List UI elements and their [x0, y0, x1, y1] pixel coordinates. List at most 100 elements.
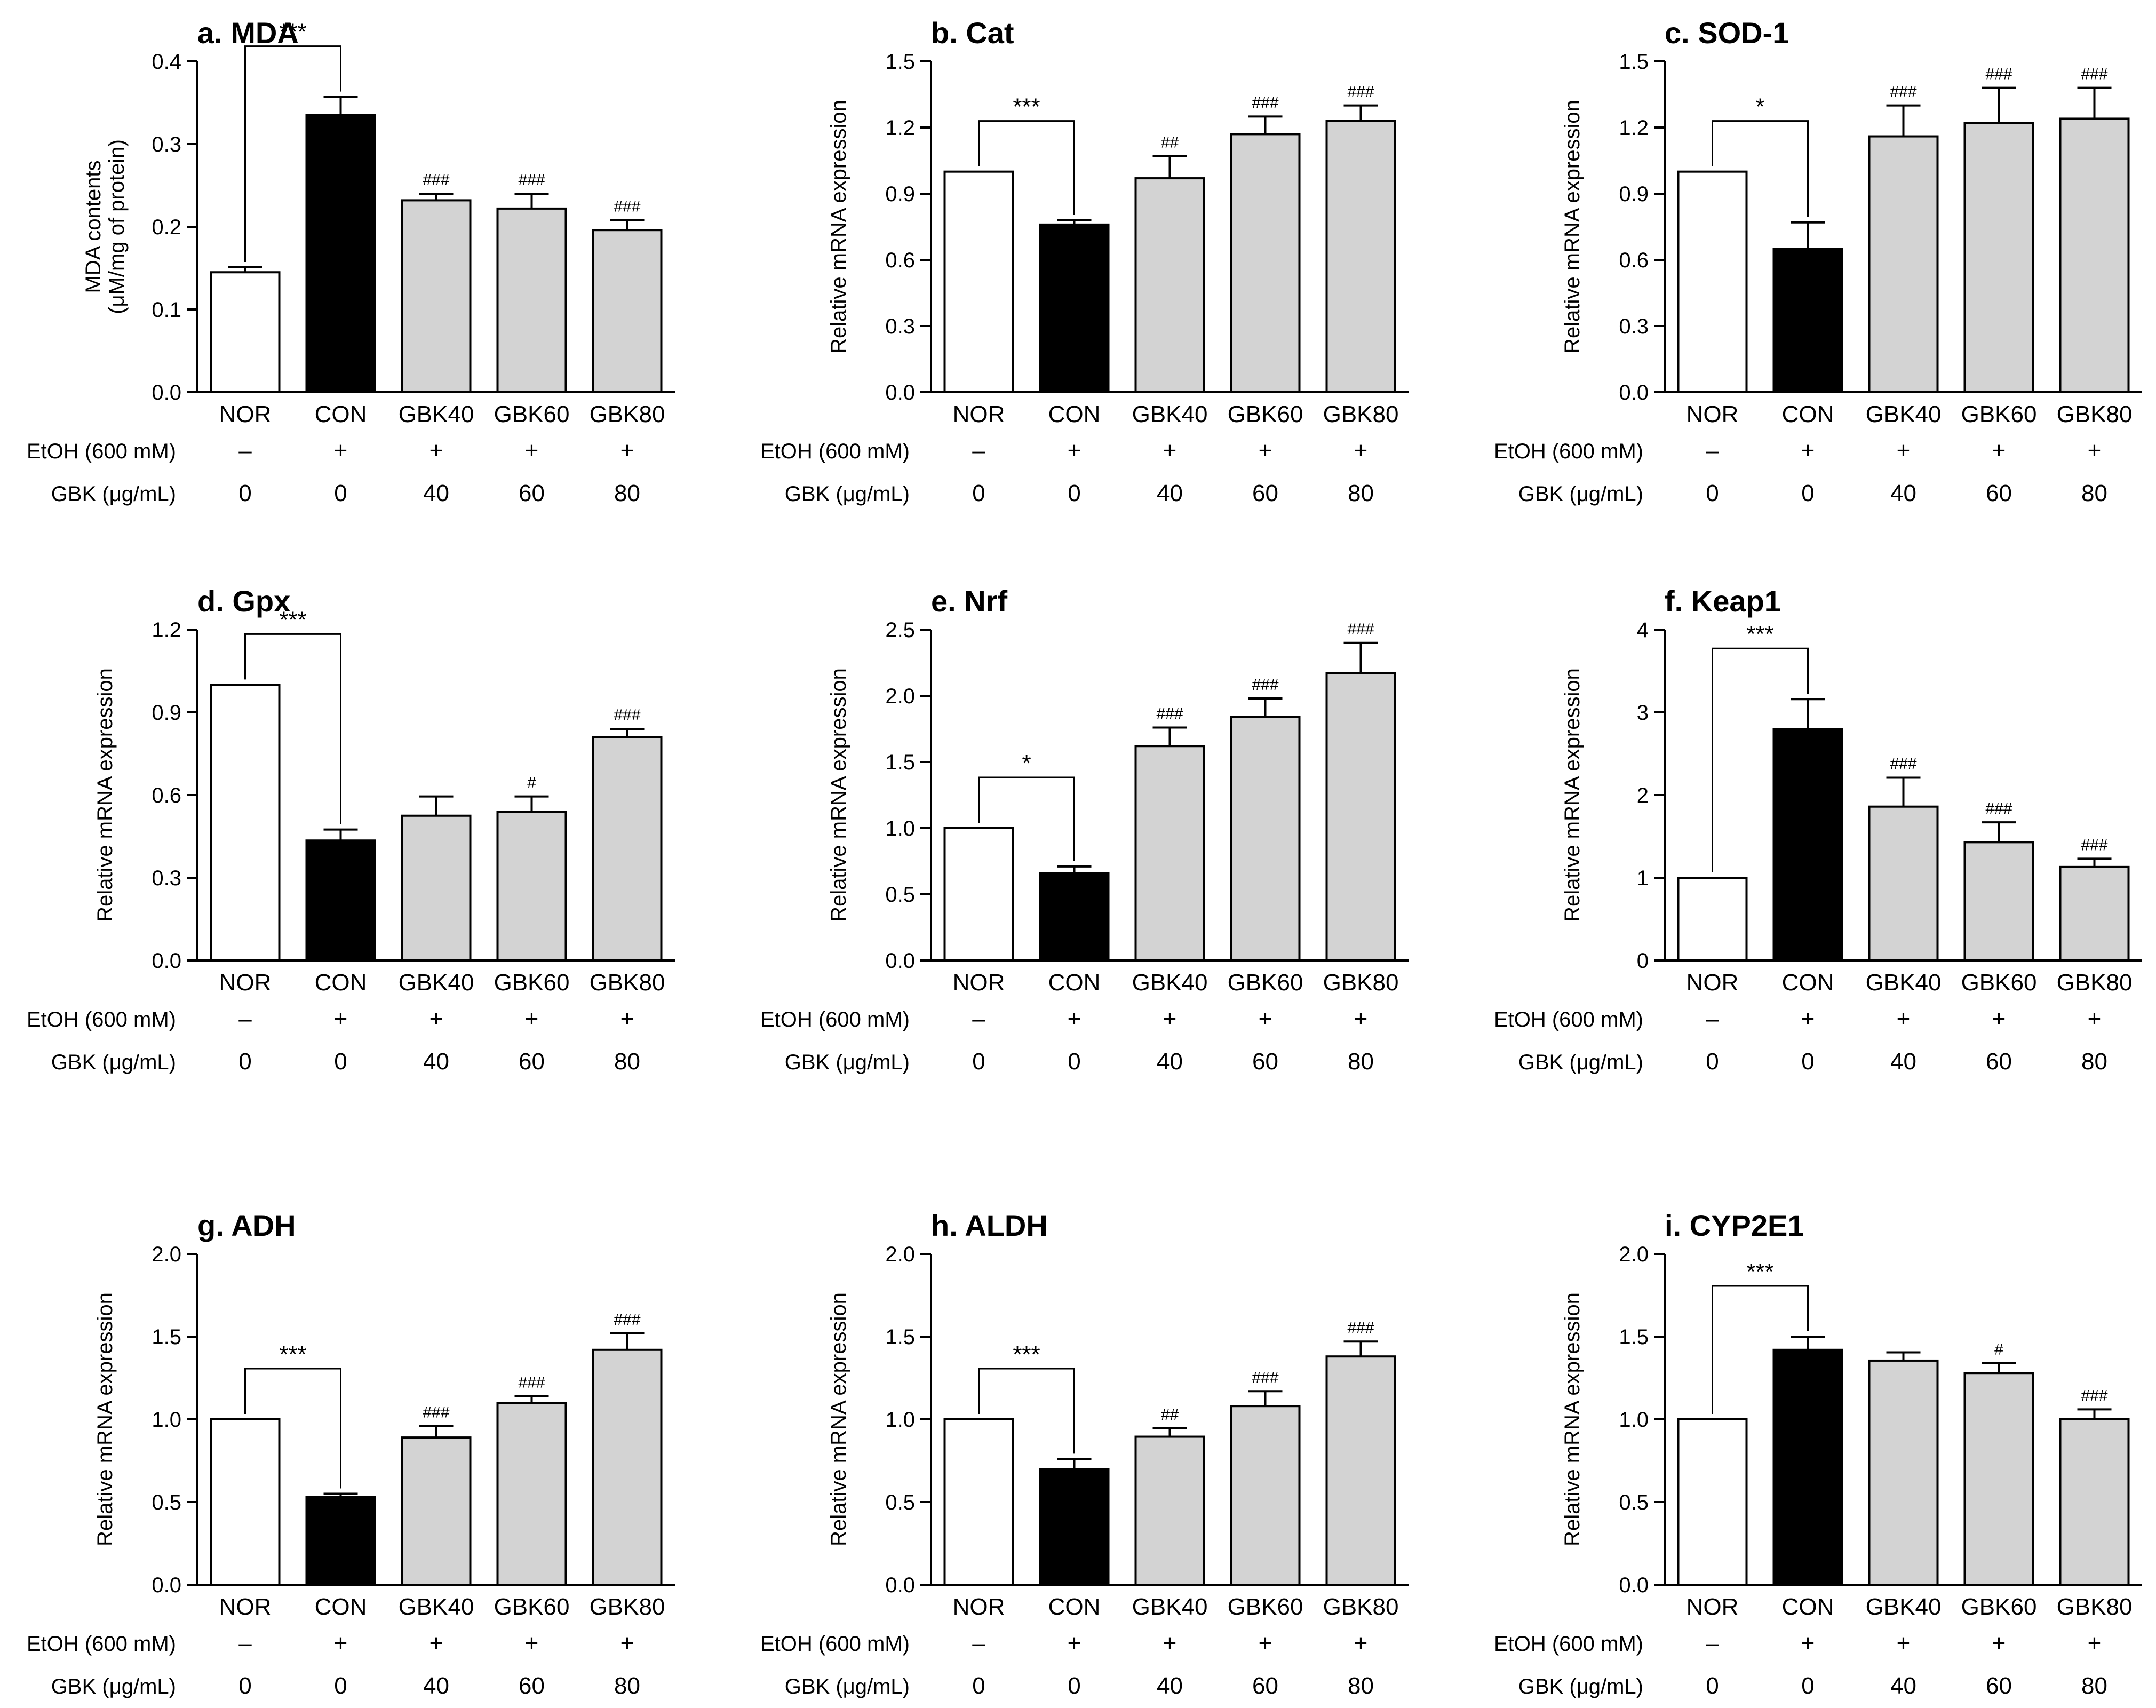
x-tick-label: NOR — [219, 1594, 272, 1620]
bar-con — [1772, 1348, 1843, 1586]
etoh-value: + — [2088, 1006, 2102, 1032]
etoh-value: + — [1068, 438, 1081, 464]
x-tick-label: GBK40 — [1866, 970, 1942, 996]
comparison-bracket — [1712, 120, 1809, 217]
y-axis-label: Relative mRNA expression — [1561, 668, 1584, 922]
y-axis-label-line: Relative mRNA expression — [1561, 1292, 1584, 1546]
comparison-bracket — [1712, 1285, 1809, 1414]
etoh-value: + — [525, 1630, 539, 1656]
bar-nor — [210, 1418, 281, 1586]
bar-con — [305, 1496, 376, 1586]
y-tick-label: 1.0 — [885, 1408, 915, 1432]
y-tick-label: 2.0 — [885, 1243, 915, 1266]
y-tick-label: 1.5 — [1619, 50, 1649, 74]
x-tick-label: GBK40 — [1132, 1594, 1208, 1620]
bar-gbk40 — [1868, 805, 1939, 962]
significance-mark: ### — [1252, 1369, 1278, 1386]
x-tick-label: GBK60 — [1228, 401, 1303, 427]
etoh-value: + — [334, 438, 348, 464]
y-tick-label: 0.9 — [885, 182, 915, 206]
significance-mark: # — [1994, 1341, 2003, 1359]
x-tick-label: CON — [1782, 401, 1834, 427]
gbk-value: 80 — [2081, 1048, 2107, 1075]
panel-6: f. Keap1 Relative mRNA expression 0 1 2 3 4 NOR… — [1494, 584, 2142, 1075]
gbk-value: 0 — [1801, 480, 1814, 506]
y-tick-label: 1.5 — [1619, 1325, 1649, 1349]
y-tick-label: 0.0 — [885, 1574, 915, 1597]
x-tick-label: GBK60 — [494, 1594, 570, 1620]
gbk-row-label: GBK (μg/mL) — [1518, 1675, 1643, 1698]
bracket-label: *** — [279, 607, 306, 633]
bar-con — [1039, 1468, 1110, 1586]
gbk-value: 60 — [1986, 1048, 2012, 1075]
x-tick-label: GBK80 — [1323, 1594, 1399, 1620]
gbk-row-label: GBK (μg/mL) — [51, 1051, 176, 1074]
y-axis-label: Relative mRNA expression — [93, 668, 117, 922]
gbk-value: 80 — [2081, 1673, 2107, 1699]
etoh-row-label: EtOH (600 mM) — [760, 1008, 910, 1031]
x-tick-label: NOR — [219, 401, 272, 427]
etoh-value: + — [1354, 1006, 1368, 1032]
x-tick-label: NOR — [219, 970, 272, 996]
significance-mark: ### — [614, 198, 640, 216]
etoh-value: + — [1992, 438, 2006, 464]
bar-gbk60 — [1230, 1405, 1301, 1586]
significance-mark: ### — [1890, 755, 1916, 773]
y-tick-label: 0.3 — [1619, 315, 1649, 338]
gbk-value: 80 — [1348, 480, 1374, 506]
y-tick-label: 1.5 — [885, 1325, 915, 1349]
x-tick-label: CON — [1782, 970, 1834, 996]
etoh-value: – — [238, 438, 252, 464]
gbk-value: 80 — [614, 480, 640, 506]
etoh-row-label: EtOH (600 mM) — [1494, 440, 1643, 463]
gbk-value: 80 — [1348, 1673, 1374, 1699]
bar-con — [1772, 728, 1843, 962]
x-tick-label: CON — [315, 401, 367, 427]
bracket-label: *** — [279, 1341, 306, 1368]
y-tick-label: 1.2 — [1619, 116, 1649, 140]
bar-gbk40 — [1134, 177, 1205, 393]
gbk-value: 0 — [1706, 1673, 1719, 1699]
etoh-value: + — [525, 438, 539, 464]
bar-gbk60 — [1963, 1372, 2034, 1586]
bar-con — [1039, 223, 1110, 393]
x-tick-label: NOR — [953, 1594, 1005, 1620]
bar-con — [1039, 872, 1110, 962]
gbk-value: 0 — [1706, 1048, 1719, 1075]
significance-mark: ### — [423, 1403, 449, 1421]
gbk-row-label: GBK (μg/mL) — [1518, 1051, 1643, 1074]
x-tick-label: GBK60 — [1228, 1594, 1303, 1620]
bracket-label: *** — [1746, 1259, 1773, 1285]
bar-gbk80 — [592, 1348, 663, 1586]
y-axis-label-line: (μM/mg of protein) — [105, 139, 129, 314]
bar-nor — [943, 1418, 1014, 1586]
x-tick-label: GBK60 — [1228, 970, 1303, 996]
y-axis-label-line: Relative mRNA expression — [1561, 668, 1584, 922]
y-tick-label: 1.0 — [1619, 1408, 1649, 1432]
gbk-value: 0 — [1706, 480, 1719, 506]
y-tick-label: 0.1 — [152, 298, 181, 322]
bar-nor — [210, 684, 281, 962]
gbk-value: 40 — [1890, 1673, 1916, 1699]
significance-mark: ### — [423, 171, 449, 189]
etoh-value: + — [1992, 1630, 2006, 1656]
x-tick-label: GBK40 — [399, 401, 474, 427]
y-tick-label: 4 — [1637, 618, 1649, 642]
y-axis-label-line: Relative mRNA expression — [827, 1292, 850, 1546]
etoh-value: + — [1801, 438, 1815, 464]
panel-1: a. MDA MDA contents(μM/mg of protein) 0.0 0… — [27, 16, 675, 506]
etoh-value: + — [620, 1630, 634, 1656]
y-axis-label-line: Relative mRNA expression — [827, 100, 850, 354]
y-tick-label: 0.0 — [885, 949, 915, 973]
x-tick-label: GBK40 — [399, 1594, 474, 1620]
gbk-value: 0 — [238, 1673, 251, 1699]
significance-mark: ### — [1347, 621, 1374, 638]
etoh-row-label: EtOH (600 mM) — [27, 1632, 176, 1656]
etoh-value: + — [1354, 1630, 1368, 1656]
bar-gbk80 — [2059, 117, 2130, 393]
bar-gbk40 — [401, 199, 472, 393]
x-tick-label: CON — [1048, 401, 1101, 427]
etoh-row-label: EtOH (600 mM) — [1494, 1632, 1643, 1656]
y-tick-label: 0.6 — [1619, 249, 1649, 272]
etoh-value: + — [1259, 1630, 1272, 1656]
